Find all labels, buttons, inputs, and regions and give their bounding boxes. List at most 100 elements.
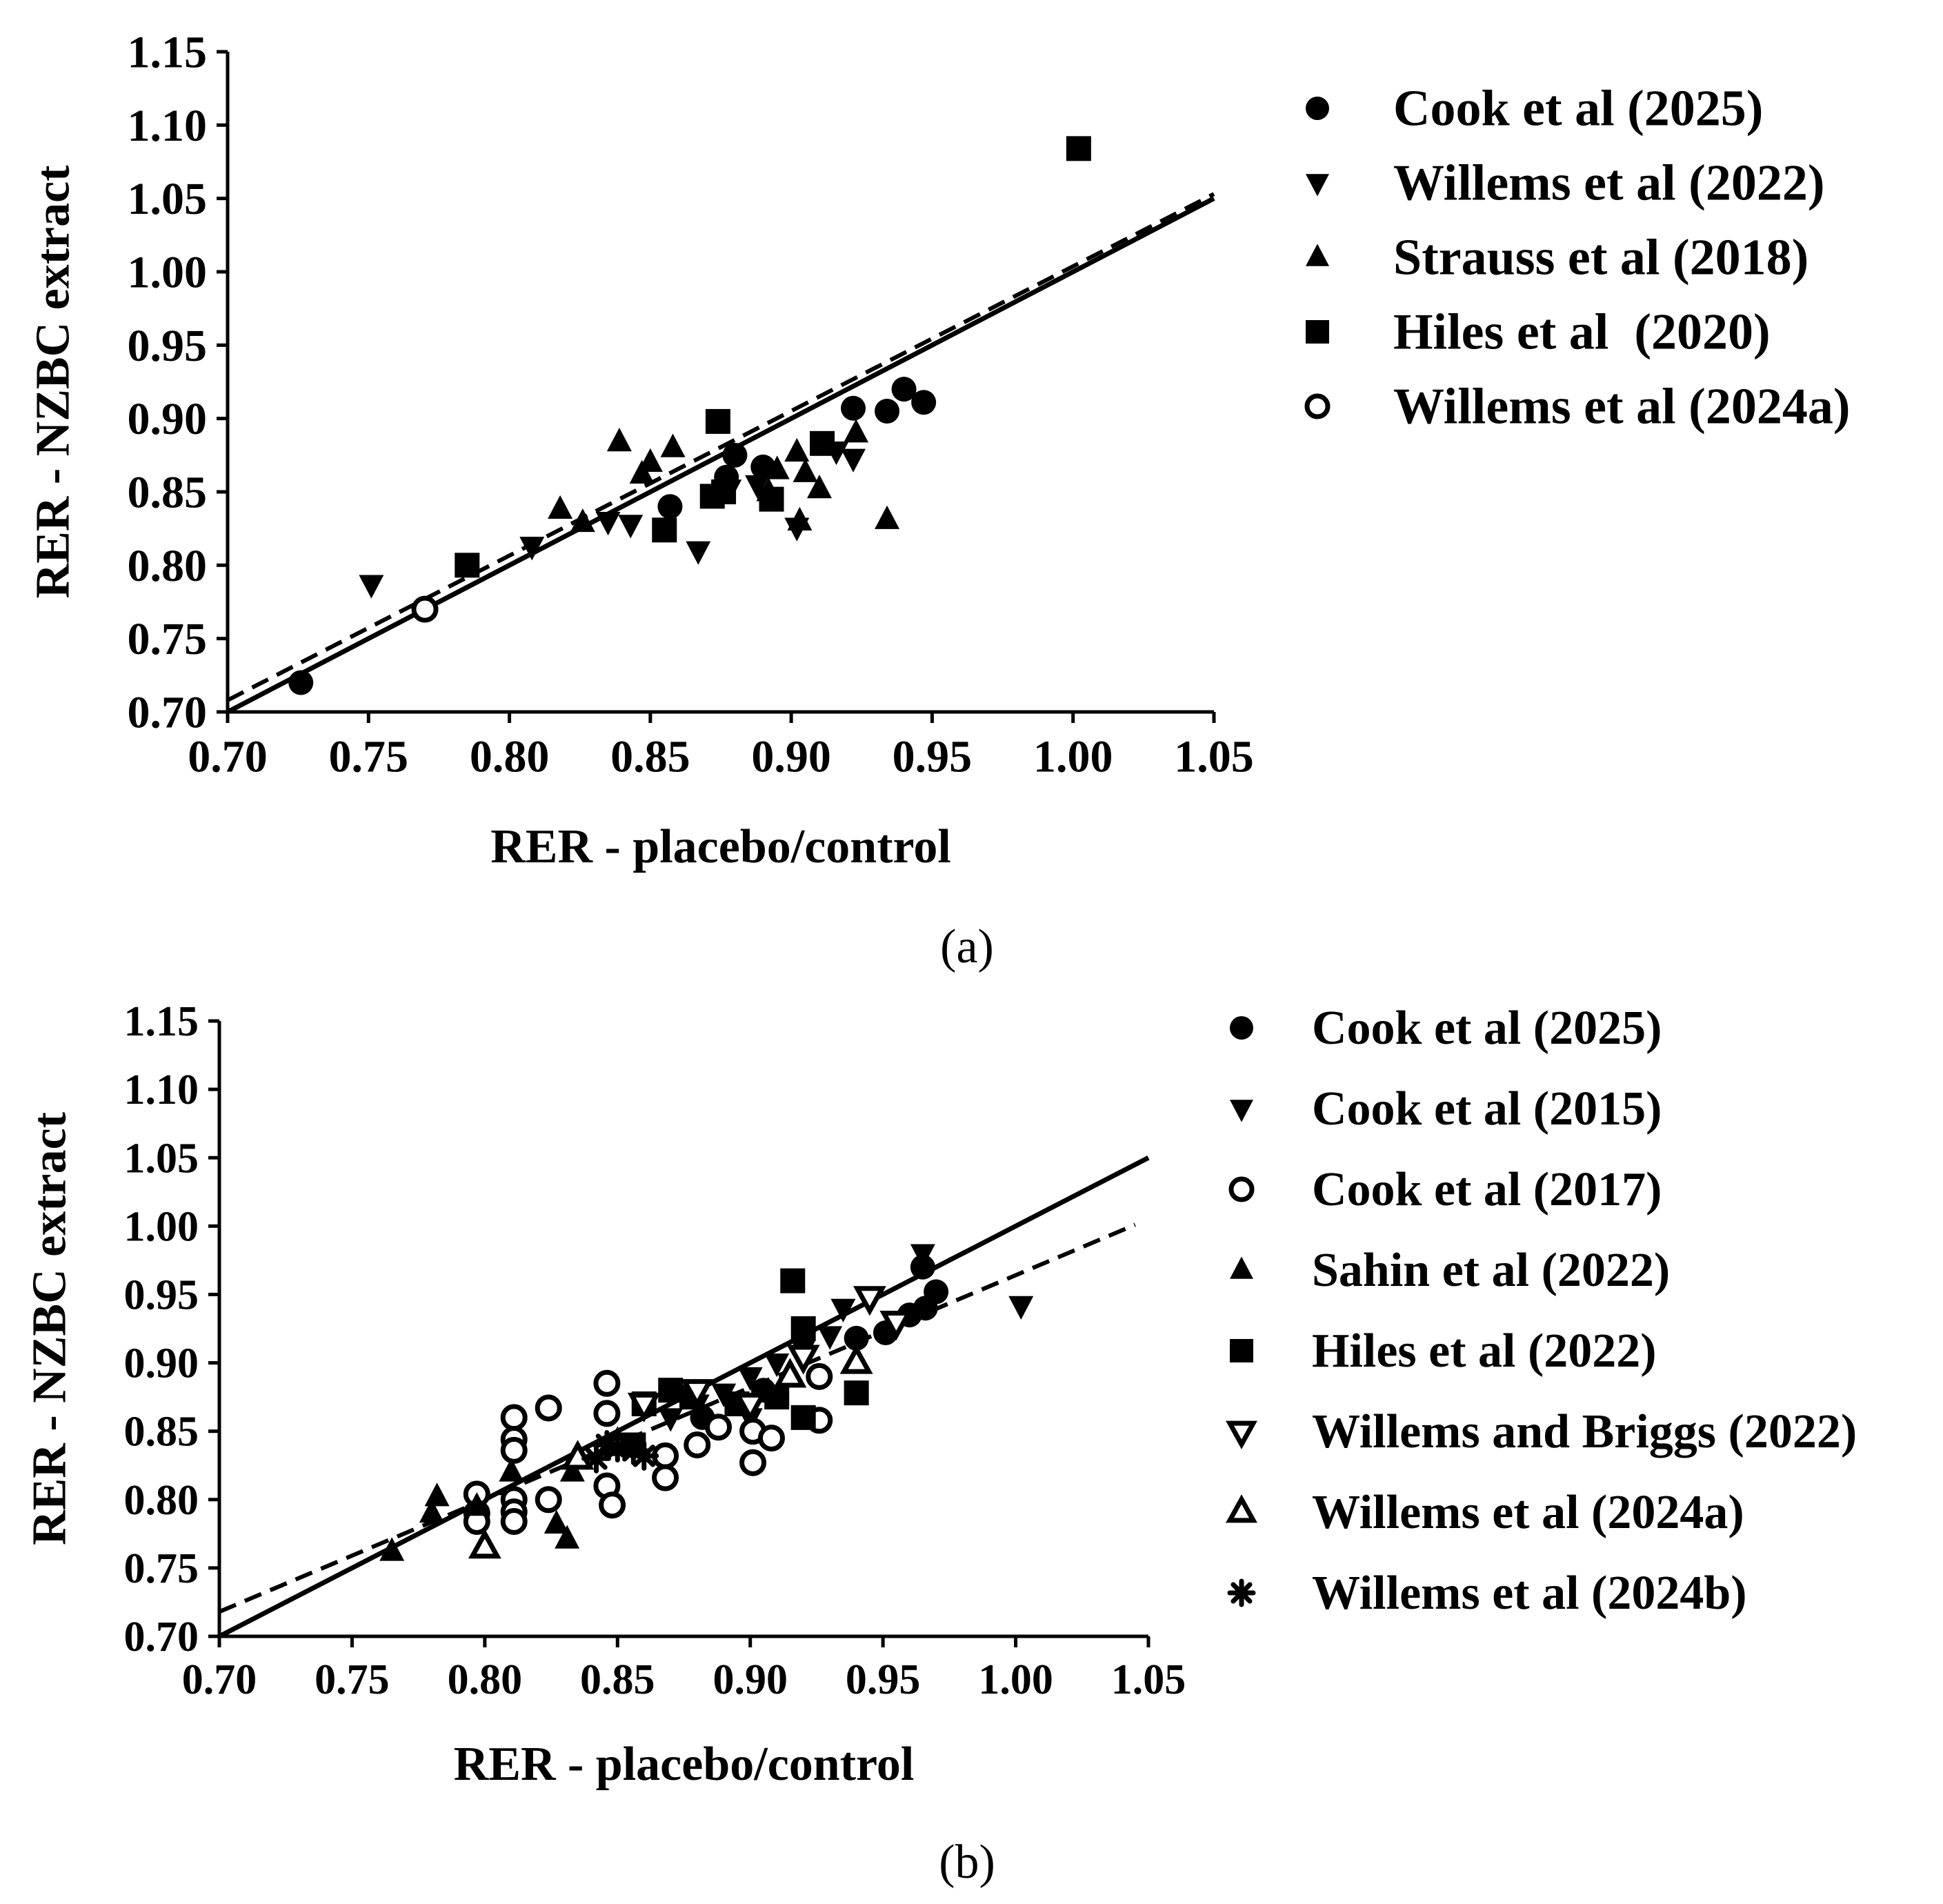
panel-b-x-tick-label: 0.80 xyxy=(448,1656,523,1703)
data-point xyxy=(806,1362,833,1390)
data-point xyxy=(419,1498,444,1523)
legend-label: Willems and Briggs (2022) xyxy=(1312,1405,1857,1458)
data-point xyxy=(500,1404,528,1431)
data-point xyxy=(468,1529,501,1559)
data-point xyxy=(593,1400,621,1427)
panel-a-y-tick-label: 0.90 xyxy=(128,394,208,444)
data-point xyxy=(891,377,917,402)
data-point xyxy=(637,448,663,472)
data-point xyxy=(784,437,810,462)
panel-a-y-tick-label: 0.85 xyxy=(128,467,208,517)
legend-marker-circle-filled xyxy=(1306,97,1329,120)
data-point xyxy=(411,595,439,623)
data-point xyxy=(559,1458,585,1482)
data-point xyxy=(627,1392,661,1423)
data-point xyxy=(680,1379,714,1409)
data-point xyxy=(686,541,711,565)
panel-b-x-tick-label: 1.05 xyxy=(1111,1656,1186,1703)
legend-label: Hiles et al (2020) xyxy=(1393,304,1771,360)
panel-a-x-tick-label: 0.95 xyxy=(893,732,973,782)
data-point xyxy=(657,494,683,519)
panel-a-legend: Cook et al (2025) Willems et al (2022) Str… xyxy=(1304,80,1850,435)
data-point xyxy=(807,475,832,499)
data-point xyxy=(733,1392,767,1423)
data-point xyxy=(844,1380,869,1406)
legend-marker-triangle-up-filled xyxy=(1306,244,1329,266)
panel-b-series-willems-and-briggs-2022 xyxy=(627,1286,913,1423)
data-point xyxy=(599,1491,626,1519)
panel-a-series-hiles-et-al-2020 xyxy=(455,136,1091,578)
panel-a-x-axis-title: RER - placebo/control xyxy=(490,820,951,873)
panel-b-y-tick-label: 0.80 xyxy=(124,1477,199,1524)
data-point xyxy=(911,390,937,415)
data-point xyxy=(810,430,835,456)
data-point xyxy=(593,1369,621,1397)
data-point xyxy=(595,512,621,536)
data-point xyxy=(660,433,686,457)
panel-b-x-tick-label: 0.90 xyxy=(713,1656,788,1703)
panel-a-y-tick-label: 1.10 xyxy=(128,101,208,151)
panel-b-y-axis-title: RER - NZBC extract xyxy=(23,1112,77,1545)
data-point xyxy=(606,427,632,452)
data-point xyxy=(535,1394,562,1422)
data-point xyxy=(793,458,818,482)
legend-label: Willems et al (2022) xyxy=(1393,155,1824,211)
data-point xyxy=(519,537,545,561)
data-point xyxy=(844,419,869,443)
data-point xyxy=(705,408,730,434)
panel-a-label: (a) xyxy=(940,920,994,973)
legend-label: Cook et al (2015) xyxy=(1312,1082,1662,1136)
data-point xyxy=(879,1310,913,1341)
data-point xyxy=(844,1325,869,1351)
data-point xyxy=(544,1509,569,1534)
legend-label: Willems et al (2024a) xyxy=(1312,1486,1744,1539)
data-point xyxy=(773,1358,807,1388)
data-point xyxy=(924,1279,949,1305)
data-point xyxy=(739,1449,767,1476)
panel-a-y-tick-label: 1.15 xyxy=(128,27,208,77)
panel-b-chart: 0.70 0.75 0.80 0.85 0.90 0.95 1.00 1.05 1.10 1.15… xyxy=(23,998,1857,1791)
data-point xyxy=(464,1491,490,1516)
data-point xyxy=(790,1316,816,1341)
legend-marker-square-filled xyxy=(1230,1339,1253,1362)
data-point xyxy=(684,1431,711,1458)
data-point xyxy=(745,475,770,499)
data-point xyxy=(910,1244,935,1268)
data-point xyxy=(535,1486,562,1514)
data-point xyxy=(500,1436,528,1464)
data-point xyxy=(561,1440,595,1470)
data-point xyxy=(817,1326,843,1350)
data-point xyxy=(841,395,866,421)
data-point xyxy=(1008,1296,1034,1320)
panel-b-x-axis-title: RER - placebo/control xyxy=(454,1738,915,1791)
data-point xyxy=(711,1383,737,1407)
panel-a-series-willems-et-al-2024a xyxy=(411,595,439,623)
data-point xyxy=(570,508,595,533)
panel-a-series-cook-et-al-2025 xyxy=(288,377,937,695)
panel-a-chart: 0.70 0.75 0.80 0.85 0.90 0.95 1.00 1.05 1.10 1.15… xyxy=(27,27,1851,873)
data-point xyxy=(875,505,900,529)
panel-b-series-sahin-et-al-2022 xyxy=(379,1458,585,1561)
data-point xyxy=(652,517,677,543)
panel-b-x-tick-label: 1.00 xyxy=(978,1656,1053,1703)
panel-a-y-tick-label: 0.80 xyxy=(128,541,208,591)
data-point xyxy=(658,1408,684,1432)
panel-a-x-tick-label: 0.85 xyxy=(610,732,690,782)
legend-label: Willems et al (2024a) xyxy=(1393,378,1850,435)
data-point xyxy=(764,1385,790,1410)
legend-marker-triangle-down-filled xyxy=(1306,174,1329,197)
legend-label: Cook et al (2025) xyxy=(1312,1002,1662,1055)
data-point xyxy=(787,506,813,531)
legend-marker-square-filled xyxy=(1306,320,1329,344)
panel-a-y-axis-title: RER - NZBC extract xyxy=(27,166,80,599)
legend-label: Cook et al (2017) xyxy=(1312,1163,1662,1216)
legend-marker-asterisk xyxy=(1227,1578,1256,1607)
panel-b-y-tick-label: 0.90 xyxy=(124,1340,199,1387)
legend-marker-circle-filled xyxy=(1230,1016,1253,1040)
legend-marker-triangle-down-filled xyxy=(1230,1100,1253,1122)
data-point xyxy=(555,1525,580,1549)
panel-a-x-tick-label: 0.80 xyxy=(470,732,550,782)
legend-marker-triangle-up-open xyxy=(1226,1494,1257,1523)
data-point xyxy=(758,1425,786,1452)
panel-a-y-tick-label: 1.05 xyxy=(128,174,208,224)
